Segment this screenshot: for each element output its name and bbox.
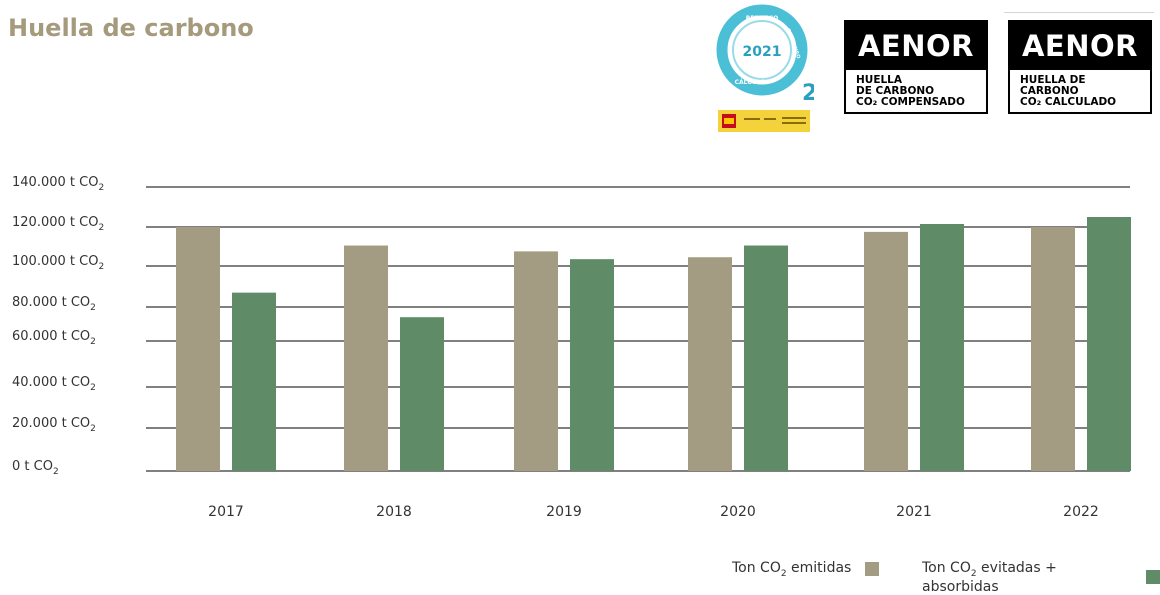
aenor-line: CARBONO [1020, 85, 1079, 97]
bar [570, 259, 614, 471]
bar [920, 224, 964, 471]
seal-ring-top: REDUZCO [746, 15, 778, 22]
x-tick-label: 2018 [376, 504, 412, 520]
y-tick-label: 80.000 t CO2 [12, 295, 96, 313]
co2-seal-logo: 2021 REDUZCO COMPENSO CÁLCULO 2 [716, 4, 814, 132]
bar [344, 245, 388, 471]
bar [1031, 227, 1075, 471]
legend-label: Ton CO2 emitidas [732, 560, 852, 579]
bar [1087, 217, 1131, 471]
x-tick-label: 2017 [208, 504, 244, 520]
y-tick-label: 100.000 t CO2 [12, 254, 104, 272]
page-title: Huella de carbono [8, 14, 254, 42]
aenor-calculado-logo: AENOR HUELLA DE CARBONO CO₂ CALCULADO [1008, 20, 1152, 114]
bar [232, 292, 276, 471]
svg-text:2: 2 [802, 81, 814, 106]
legend-item-emitidas: Ton CO2 emitidas [732, 560, 880, 579]
aenor-brand: AENOR [1010, 22, 1150, 70]
y-tick-label: 60.000 t CO2 [12, 329, 96, 347]
legend-swatch [1146, 570, 1160, 585]
legend-item-evitadas: Ton CO2 evitadas + absorbidas [922, 560, 1160, 595]
y-tick-label: 20.000 t CO2 [12, 416, 96, 434]
aenor-line: DE CARBONO [856, 85, 935, 97]
legend-swatch [865, 562, 880, 577]
aenor-line: CO₂ COMPENSADO [856, 96, 965, 108]
aenor-line: HUELLA DE [1020, 74, 1086, 86]
aenor-compensado-logo: AENOR HUELLA DE CARBONO CO₂ COMPENSADO [844, 20, 988, 114]
y-tick-label: 0 t CO2 [12, 459, 59, 477]
bar [864, 231, 908, 471]
y-tick-label: 140.000 t CO2 [12, 175, 104, 193]
x-tick-label: 2021 [896, 504, 932, 520]
bar [744, 245, 788, 471]
bar [176, 227, 220, 471]
aenor-brand: AENOR [846, 22, 986, 70]
divider [1004, 12, 1154, 13]
seal-ring-bottom: CÁLCULO [735, 79, 766, 86]
seal-year: 2021 [743, 44, 782, 60]
x-tick-label: 2019 [546, 504, 582, 520]
x-tick-label: 2022 [1063, 504, 1099, 520]
aenor-line: HUELLA [856, 74, 902, 86]
legend-label: Ton CO2 evitadas + absorbidas [922, 560, 1057, 595]
bar [400, 317, 444, 471]
y-tick-label: 120.000 t CO2 [12, 215, 104, 233]
bar [514, 251, 558, 471]
x-tick-label: 2020 [720, 504, 756, 520]
bar-chart: 0 t CO2 20.000 t CO2 40.000 t CO2 60.000 t … [12, 175, 1131, 520]
aenor-line: CO₂ CALCULADO [1020, 96, 1117, 108]
bar [688, 257, 732, 471]
y-tick-label: 40.000 t CO2 [12, 375, 96, 393]
